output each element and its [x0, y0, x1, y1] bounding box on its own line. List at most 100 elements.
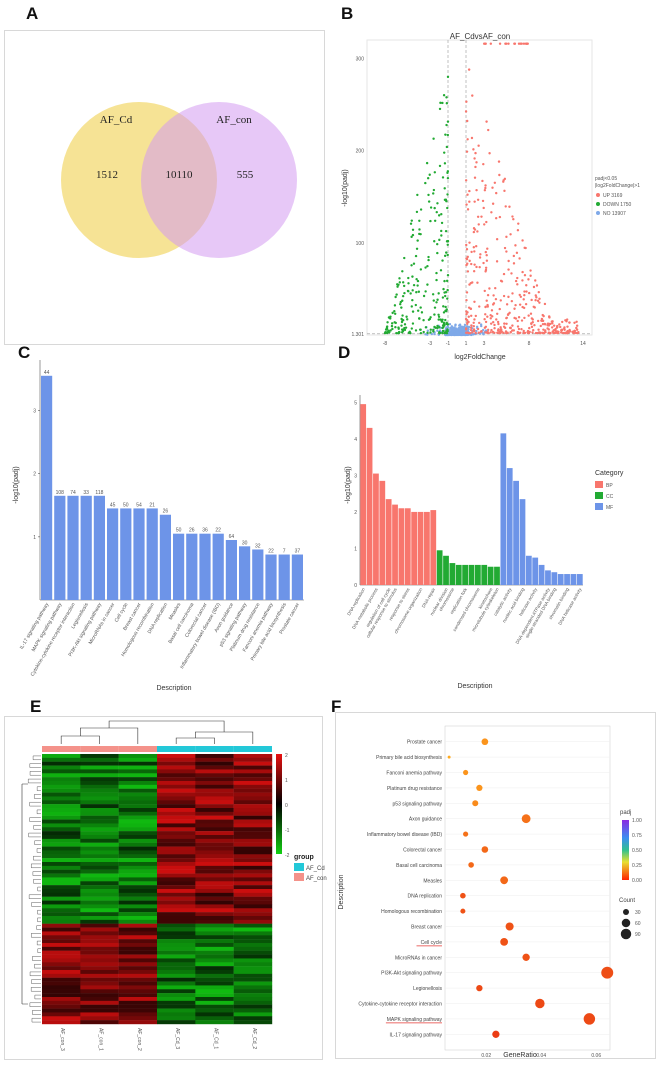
volcano-point-up: [523, 316, 526, 320]
heatmap-cell: [42, 850, 81, 855]
volcano-point-up: [465, 319, 469, 322]
volcano-point-down: [429, 219, 432, 223]
volcano-point-no: [479, 323, 483, 326]
dotplot-category-label: Legionellosis: [413, 986, 442, 992]
volcano-point-up: [482, 261, 485, 265]
volcano-point-up: [529, 312, 533, 315]
volcano-point-down: [403, 256, 406, 260]
volcano-point-down: [432, 137, 435, 140]
heatmap-cell: [80, 823, 119, 828]
volcano-point-up: [493, 323, 496, 327]
volcano-point-down: [432, 328, 435, 332]
volcano-point-up: [534, 298, 537, 302]
kegg-bar: [173, 533, 185, 600]
volcano-point-up: [517, 316, 521, 319]
volcano-point-up: [475, 265, 478, 269]
volcano-point-down: [415, 210, 419, 214]
volcano-point-down: [446, 239, 450, 243]
go-bar: [532, 557, 539, 585]
heatmap-cell: [42, 1004, 81, 1009]
volcano-point-down: [446, 206, 449, 210]
heatmap-cell: [233, 970, 273, 975]
volcano-point-up: [577, 331, 580, 334]
heatmap-cell: [118, 977, 158, 982]
volcano-point-down: [427, 255, 430, 259]
heatmap-group-bar: [157, 746, 196, 752]
volcano-point-up: [473, 263, 476, 266]
volcano-point-down: [429, 316, 432, 319]
volcano-point-down: [442, 329, 445, 333]
kegg-bar: [278, 554, 290, 600]
volcano-point-down: [418, 219, 421, 222]
heatmap-cell: [195, 827, 234, 832]
volcano-point-no: [467, 325, 471, 329]
heatmap-cell: [157, 827, 196, 832]
volcano-point-up: [498, 331, 501, 335]
volcano-x-tick: 14: [580, 341, 586, 347]
volcano-point-up: [467, 68, 471, 71]
heatmap-cell: [157, 958, 196, 963]
heatmap-cell: [233, 854, 273, 859]
heatmap-column-label: AF_con_1: [98, 1028, 104, 1051]
heatmap-cell: [118, 1012, 158, 1017]
heatmap-cell: [80, 993, 119, 998]
heatmap-cell: [42, 1020, 81, 1025]
volcano-point-down: [444, 198, 448, 201]
heatmap-cell: [80, 908, 119, 913]
volcano-point-up: [489, 331, 492, 334]
heatmap-cell: [42, 1012, 81, 1017]
go-bar: [360, 404, 367, 585]
heatmap-cell: [195, 1000, 234, 1005]
heatmap-cell: [157, 904, 196, 909]
volcano-point-up: [469, 326, 473, 329]
volcano-point-up: [546, 327, 549, 330]
heatmap-cell: [118, 985, 158, 990]
heatmap-cell: [80, 977, 119, 982]
volcano-point-down: [444, 305, 447, 309]
volcano-point-up: [465, 291, 469, 294]
heatmap-cell: [233, 912, 273, 917]
volcano-point-down: [402, 284, 406, 288]
heatmap-cell: [42, 885, 81, 890]
volcano-point-up: [479, 253, 482, 256]
heatmap-cell: [80, 946, 119, 951]
volcano-point-up: [573, 321, 576, 324]
heatmap-cell: [157, 962, 196, 967]
go-bar: [404, 508, 411, 585]
heatmap-cell: [233, 842, 273, 847]
volcano-point-up: [468, 189, 471, 193]
volcano-point-up: [476, 281, 479, 284]
heatmap-cell: [195, 927, 234, 932]
heatmap-cell: [233, 846, 273, 851]
volcano-point-up: [575, 328, 579, 331]
volcano-point-up: [507, 42, 510, 45]
kegg-x-label: Description: [156, 685, 191, 692]
kegg-bar-label: 108: [56, 490, 65, 496]
volcano-point-down: [444, 133, 447, 136]
heatmap-cell: [80, 877, 119, 882]
heatmap-cell: [80, 788, 119, 793]
kegg-bar: [93, 495, 105, 600]
heatmap-group-title: group: [294, 854, 314, 861]
venn-count-overlap: 10110: [165, 169, 193, 181]
heatmap-cell: [42, 823, 81, 828]
count-legend-label: 60: [635, 921, 641, 927]
heatmap-cell: [233, 939, 273, 944]
heatmap-cell: [118, 850, 158, 855]
heatmap-cell: [195, 881, 234, 886]
heatmap-cell: [118, 919, 158, 924]
volcano-point-up: [500, 330, 504, 333]
dotplot-x-tick: 0.06: [591, 1053, 601, 1059]
volcano-point-up: [478, 305, 481, 308]
volcano-point-down: [443, 162, 447, 165]
heatmap-cell: [157, 765, 196, 770]
volcano-point-up: [482, 206, 485, 210]
heatmap-cell: [157, 946, 196, 951]
dotplot-point: [447, 755, 451, 759]
volcano-point-up: [505, 316, 508, 319]
heatmap-cell: [157, 850, 196, 855]
volcano-point-down: [395, 331, 398, 335]
kegg-bar: [239, 546, 251, 600]
volcano-point-down: [387, 330, 390, 333]
heatmap-cell: [80, 819, 119, 824]
